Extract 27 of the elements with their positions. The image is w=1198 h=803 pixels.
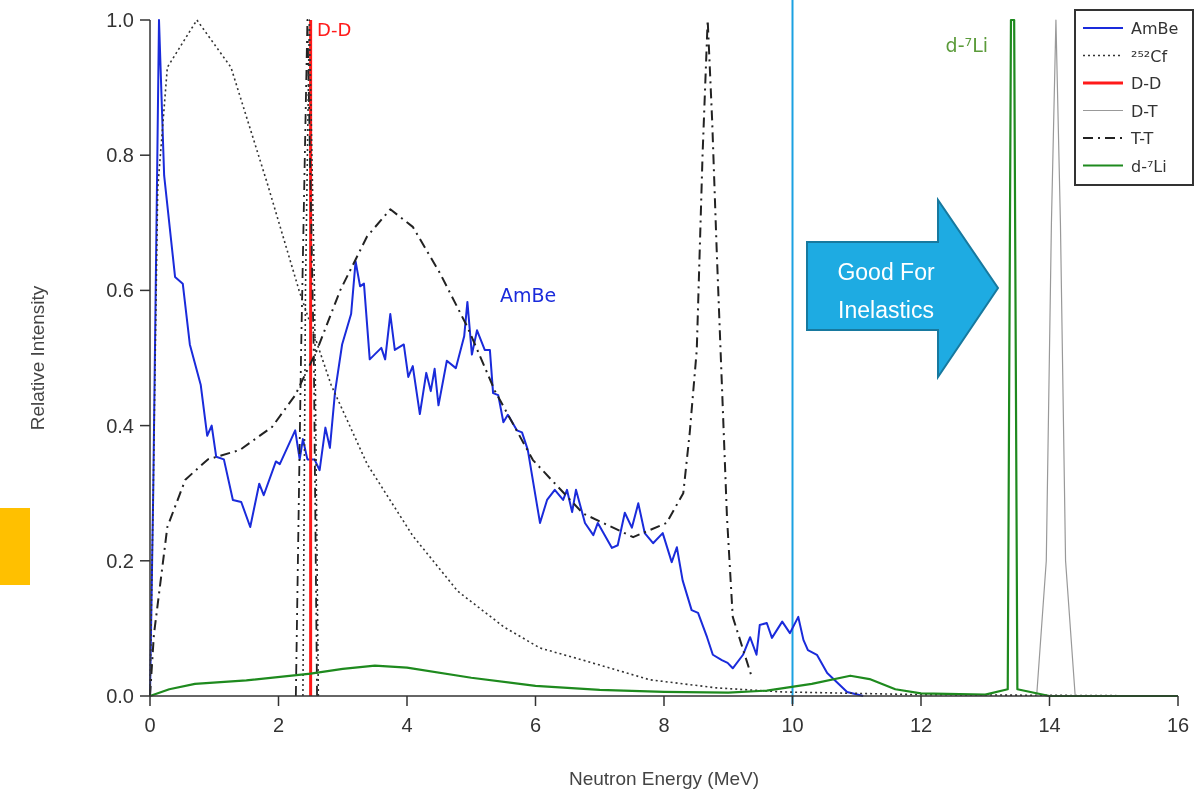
y-tick-label: 0.8: [106, 144, 134, 167]
legend-label: AmBe: [1131, 19, 1179, 38]
x-tick-label: 12: [909, 714, 933, 736]
y-tick-label: 0.6: [106, 279, 134, 302]
x-tick-label: 10: [781, 714, 804, 736]
legend-label: D-T: [1131, 101, 1158, 121]
x-tick-label: 4: [401, 714, 413, 736]
x-tick-label: 0: [144, 714, 156, 736]
legend-label: d-⁷Li: [1131, 156, 1167, 176]
annotation: Good For Inelastics: [837, 259, 935, 323]
legend-label: ²⁵²Cf: [1131, 46, 1168, 66]
x-tick-label: 2: [272, 714, 285, 736]
x-tick-label: 16: [1166, 714, 1190, 736]
x-tick-label: 14: [1038, 714, 1061, 736]
y-tick-label: 1.0: [106, 9, 134, 31]
annotation: AmBe: [500, 284, 557, 306]
y-tick-label: 0.2: [106, 549, 134, 572]
y-tick-label: 0.4: [106, 414, 134, 437]
legend-label: D-D: [1131, 74, 1162, 93]
annotation: D-D: [317, 19, 352, 40]
x-tick-label: 6: [529, 714, 542, 736]
legend-label: T-T: [1130, 129, 1154, 148]
x-tick-label: 8: [658, 714, 670, 736]
x-axis-title: Neutron Energy (MeV): [568, 768, 760, 789]
y-tick-label: 0.0: [106, 685, 134, 707]
annotation: d-⁷Li: [945, 34, 988, 56]
y-axis-title: Relative Intensity: [27, 285, 48, 431]
